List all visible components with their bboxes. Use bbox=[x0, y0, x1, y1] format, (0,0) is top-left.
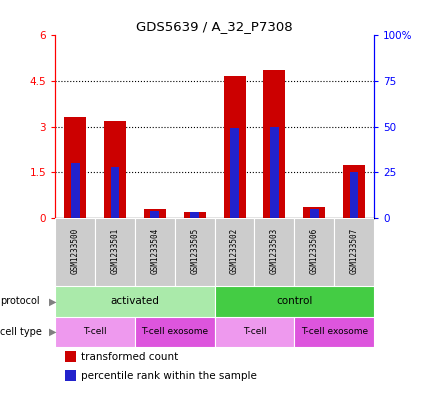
Text: T-cell exosome: T-cell exosome bbox=[300, 327, 368, 336]
Text: transformed count: transformed count bbox=[81, 352, 178, 362]
Bar bbox=[190, 212, 199, 218]
Bar bbox=[303, 207, 325, 218]
Bar bbox=[65, 351, 76, 362]
Bar bbox=[184, 212, 206, 218]
Text: GSM1233504: GSM1233504 bbox=[150, 228, 159, 274]
Bar bbox=[55, 286, 215, 317]
Bar bbox=[104, 121, 126, 218]
Bar bbox=[144, 209, 166, 218]
Bar bbox=[343, 165, 365, 218]
Bar bbox=[255, 218, 294, 286]
Bar bbox=[65, 370, 76, 381]
Bar bbox=[64, 118, 86, 218]
Bar bbox=[110, 167, 119, 218]
Text: protocol: protocol bbox=[0, 296, 40, 307]
Bar bbox=[350, 172, 358, 218]
Text: GSM1233505: GSM1233505 bbox=[190, 228, 199, 274]
Bar bbox=[230, 129, 239, 218]
Title: GDS5639 / A_32_P7308: GDS5639 / A_32_P7308 bbox=[136, 20, 293, 33]
Bar bbox=[294, 218, 334, 286]
Text: percentile rank within the sample: percentile rank within the sample bbox=[81, 371, 257, 381]
Bar bbox=[135, 317, 215, 347]
Text: T-cell: T-cell bbox=[83, 327, 107, 336]
Text: ▶: ▶ bbox=[49, 327, 57, 337]
Bar bbox=[55, 317, 135, 347]
Text: T-cell exosome: T-cell exosome bbox=[141, 327, 208, 336]
Text: GSM1233500: GSM1233500 bbox=[71, 228, 79, 274]
Text: cell type: cell type bbox=[0, 327, 42, 337]
Bar bbox=[55, 218, 95, 286]
Bar bbox=[71, 163, 79, 218]
Bar bbox=[175, 218, 215, 286]
Bar bbox=[150, 211, 159, 218]
Text: T-cell: T-cell bbox=[243, 327, 266, 336]
Bar bbox=[135, 218, 175, 286]
Bar bbox=[294, 317, 374, 347]
Text: GSM1233506: GSM1233506 bbox=[310, 228, 319, 274]
Bar bbox=[215, 286, 374, 317]
Bar bbox=[270, 127, 279, 218]
Text: activated: activated bbox=[110, 296, 159, 307]
Text: GSM1233502: GSM1233502 bbox=[230, 228, 239, 274]
Text: GSM1233507: GSM1233507 bbox=[350, 228, 359, 274]
Bar bbox=[215, 218, 255, 286]
Bar bbox=[215, 317, 294, 347]
Text: ▶: ▶ bbox=[49, 296, 57, 307]
Text: GSM1233503: GSM1233503 bbox=[270, 228, 279, 274]
Bar bbox=[95, 218, 135, 286]
Bar bbox=[334, 218, 374, 286]
Bar bbox=[224, 76, 246, 218]
Text: control: control bbox=[276, 296, 312, 307]
Bar bbox=[264, 70, 285, 218]
Bar bbox=[310, 209, 319, 218]
Text: GSM1233501: GSM1233501 bbox=[110, 228, 119, 274]
